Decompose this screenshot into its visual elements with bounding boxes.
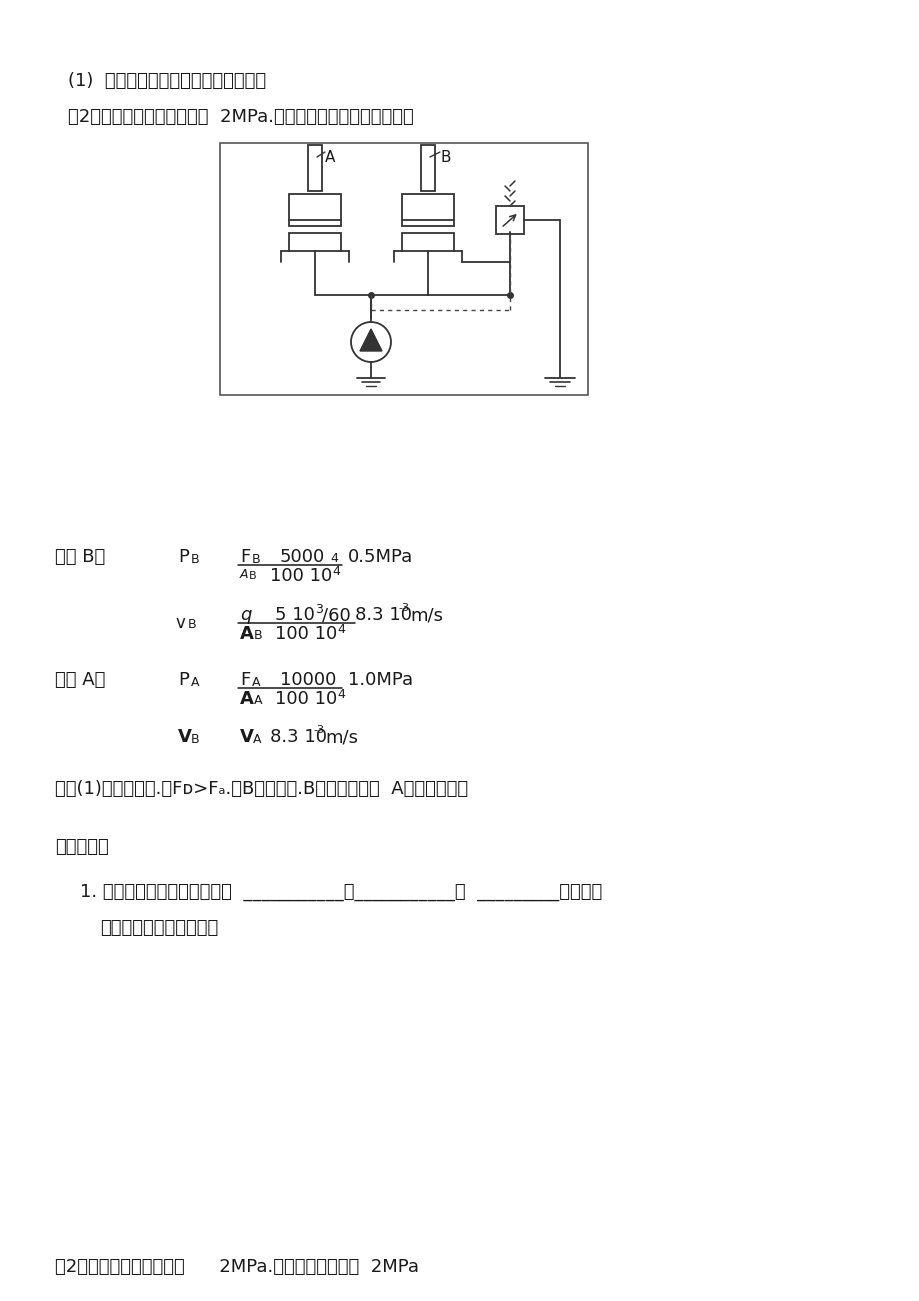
Bar	[289, 194, 341, 226]
Text: V: V	[177, 729, 192, 745]
Text: 100 10: 100 10	[269, 567, 332, 585]
Text: B: B	[252, 553, 260, 566]
Text: F: F	[240, 548, 250, 566]
Text: (1)  两液压缸的动作压力及运动速度；: (1) 两液压缸的动作压力及运动速度；	[68, 72, 266, 90]
Text: 100 10: 100 10	[275, 624, 337, 643]
Bar	[220, 143, 587, 396]
Circle shape	[351, 323, 391, 362]
Bar	[402, 233, 453, 251]
Text: A: A	[240, 624, 254, 643]
Text: 一、填空题: 一、填空题	[55, 838, 108, 856]
Text: P: P	[177, 671, 188, 690]
Text: 方向阀、压力阀、流量阀: 方向阀、压力阀、流量阀	[100, 919, 218, 937]
Text: B: B	[187, 618, 197, 631]
Text: m/s: m/s	[410, 606, 443, 624]
Bar	[308, 144, 322, 191]
Text: B: B	[249, 571, 256, 582]
Text: 8.3 10: 8.3 10	[355, 606, 412, 624]
Text: 解：(1)并联液压缸.因Fᴅ>Fₐ.故B缸先动作.B缸行程结束后  A缸开始动作。: 解：(1)并联液压缸.因Fᴅ>Fₐ.故B缸先动作.B缸行程结束后 A缸开始动作。	[55, 781, 468, 798]
Bar	[421, 144, 435, 191]
Text: 1. 液压阀按其机能不同可分为  ___________、___________和  _________三大类。: 1. 液压阀按其机能不同可分为 ___________、___________和…	[80, 883, 602, 902]
Text: B: B	[191, 553, 199, 566]
Bar	[495, 206, 524, 234]
Text: 4: 4	[332, 565, 339, 578]
Text: A: A	[191, 677, 199, 690]
Text: P: P	[177, 548, 188, 566]
Text: m/s: m/s	[324, 729, 357, 745]
Text: （2）若溢流阀的调整压力为  2MPa.试求液压泵的最大工作压力。: （2）若溢流阀的调整压力为 2MPa.试求液压泵的最大工作压力。	[68, 108, 414, 126]
Text: A: A	[252, 677, 260, 690]
Bar	[402, 194, 453, 226]
Text: 3: 3	[314, 602, 323, 615]
Text: 100 10: 100 10	[275, 690, 337, 708]
Text: F: F	[240, 671, 250, 690]
Bar	[289, 233, 341, 251]
Text: 4: 4	[336, 688, 345, 701]
Text: 5000: 5000	[279, 548, 325, 566]
Text: B: B	[440, 150, 451, 165]
Text: A: A	[253, 732, 261, 745]
Text: 8.3 10: 8.3 10	[269, 729, 326, 745]
Text: B: B	[254, 628, 262, 641]
Text: A: A	[240, 690, 254, 708]
Text: A: A	[254, 693, 262, 706]
Text: /60: /60	[322, 606, 350, 624]
Text: 5 10: 5 10	[275, 606, 314, 624]
Text: -3: -3	[312, 725, 323, 735]
Text: 对于 A缸: 对于 A缸	[55, 671, 106, 690]
Text: 1.0MPa: 1.0MPa	[347, 671, 413, 690]
Text: 0.5MPa: 0.5MPa	[347, 548, 413, 566]
Text: 对于 B缸: 对于 B缸	[55, 548, 105, 566]
Text: 4: 4	[330, 552, 337, 565]
Text: -3: -3	[398, 602, 409, 613]
Polygon shape	[359, 329, 381, 351]
Text: （2）若溢流阀调定压力位      2MPa.泵最大工作压力为  2MPa: （2）若溢流阀调定压力位 2MPa.泵最大工作压力为 2MPa	[55, 1258, 418, 1276]
Text: V: V	[240, 729, 254, 745]
Text: v: v	[176, 614, 186, 632]
Text: A: A	[324, 150, 335, 165]
Text: A: A	[240, 569, 248, 582]
Text: B: B	[191, 732, 199, 745]
Text: q: q	[240, 606, 251, 624]
Text: 4: 4	[336, 623, 345, 636]
Text: 10000: 10000	[279, 671, 336, 690]
